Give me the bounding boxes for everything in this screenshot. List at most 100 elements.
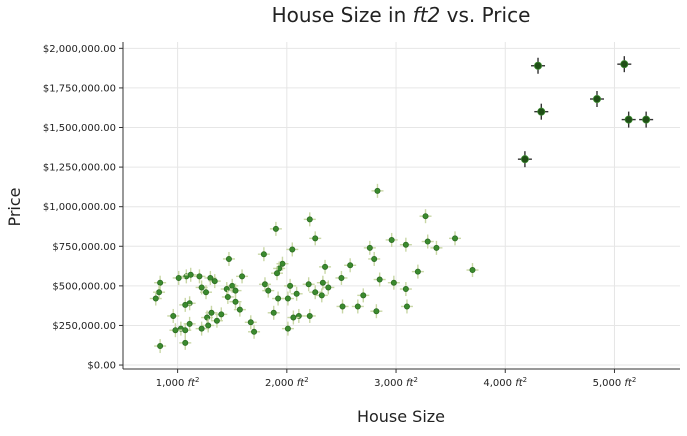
data-point-19 bbox=[257, 247, 270, 262]
data-marker bbox=[182, 327, 189, 334]
data-point-2 bbox=[589, 91, 604, 108]
data-marker bbox=[229, 282, 236, 289]
data-point-18 bbox=[286, 242, 299, 257]
data-marker bbox=[182, 339, 189, 346]
data-point-56 bbox=[149, 291, 162, 306]
data-marker bbox=[388, 236, 395, 243]
data-point-10 bbox=[269, 221, 282, 236]
data-point-63 bbox=[179, 297, 192, 312]
data-point-87 bbox=[179, 335, 192, 350]
data-marker bbox=[275, 295, 282, 302]
data-point-17 bbox=[430, 240, 443, 255]
data-point-25 bbox=[344, 258, 357, 273]
data-marker bbox=[371, 255, 378, 262]
chart-title: House Size in ft2 vs. Price bbox=[272, 3, 531, 27]
data-marker bbox=[402, 241, 409, 248]
data-point-28 bbox=[270, 266, 283, 281]
data-point-80 bbox=[202, 318, 215, 333]
data-point-1 bbox=[617, 56, 632, 73]
data-point-72 bbox=[167, 308, 180, 323]
data-marker bbox=[152, 295, 159, 302]
y-tick-label-3: $750,000.00 bbox=[52, 242, 116, 253]
data-marker bbox=[306, 312, 313, 319]
data-point-11 bbox=[309, 231, 322, 246]
data-point-60 bbox=[357, 288, 370, 303]
data-marker bbox=[338, 274, 345, 281]
data-point-3 bbox=[534, 103, 549, 120]
data-marker bbox=[534, 61, 543, 70]
data-marker bbox=[211, 278, 218, 285]
data-marker bbox=[624, 115, 633, 124]
data-marker bbox=[402, 286, 409, 293]
y-tick-label-5: $1,250,000.00 bbox=[43, 163, 116, 174]
data-marker bbox=[422, 213, 429, 220]
data-point-62 bbox=[229, 294, 242, 309]
chart-labels: House Size in ft2 vs. Price House Size P… bbox=[5, 3, 530, 426]
data-point-68 bbox=[370, 304, 383, 319]
data-marker bbox=[312, 289, 319, 296]
data-marker bbox=[424, 238, 431, 245]
data-marker bbox=[592, 95, 601, 104]
data-marker bbox=[433, 244, 440, 251]
x-tick-label-4: 5,000 ft2 bbox=[593, 376, 637, 389]
data-marker bbox=[218, 311, 225, 318]
data-marker bbox=[319, 279, 326, 286]
data-point-53 bbox=[290, 286, 303, 301]
data-marker bbox=[223, 286, 230, 293]
y-tick-label-8: $2,000,000.00 bbox=[43, 44, 116, 55]
data-point-35 bbox=[373, 272, 386, 287]
data-point-14 bbox=[399, 237, 412, 252]
data-point-27 bbox=[466, 263, 479, 278]
data-point-43 bbox=[284, 278, 297, 293]
data-point-69 bbox=[267, 305, 280, 320]
data-marker bbox=[360, 292, 367, 299]
data-marker bbox=[520, 155, 529, 164]
data-marker bbox=[157, 343, 164, 350]
data-point-76 bbox=[287, 310, 300, 325]
y-tick-label-6: $1,500,000.00 bbox=[43, 123, 116, 134]
data-marker bbox=[225, 255, 232, 262]
data-point-6 bbox=[517, 151, 532, 168]
data-point-50 bbox=[200, 285, 213, 300]
data-marker bbox=[186, 320, 193, 327]
data-marker bbox=[239, 273, 246, 280]
data-point-74 bbox=[303, 308, 316, 323]
data-marker bbox=[325, 284, 332, 291]
data-marker bbox=[261, 281, 268, 288]
data-marker bbox=[157, 279, 164, 286]
data-point-66 bbox=[233, 302, 246, 317]
data-marker bbox=[205, 322, 212, 329]
data-marker bbox=[293, 290, 300, 297]
data-marker bbox=[373, 308, 380, 315]
data-marker bbox=[187, 271, 194, 278]
y-tick-label-7: $1,750,000.00 bbox=[43, 83, 116, 94]
data-marker bbox=[203, 289, 210, 296]
data-marker bbox=[265, 287, 272, 294]
data-point-59 bbox=[281, 291, 294, 306]
data-point-55 bbox=[315, 288, 328, 303]
data-marker bbox=[247, 319, 254, 326]
data-marker bbox=[354, 303, 361, 310]
data-point-16 bbox=[363, 240, 376, 255]
data-marker bbox=[251, 328, 258, 335]
data-point-37 bbox=[172, 270, 185, 285]
data-point-70 bbox=[205, 305, 218, 320]
data-marker bbox=[312, 235, 319, 242]
data-point-42 bbox=[226, 278, 239, 293]
data-point-39 bbox=[302, 277, 315, 292]
data-marker bbox=[289, 246, 296, 253]
data-point-15 bbox=[421, 234, 434, 249]
data-marker bbox=[306, 216, 313, 223]
data-point-13 bbox=[385, 232, 398, 247]
data-point-12 bbox=[449, 231, 462, 246]
data-point-4 bbox=[621, 111, 636, 128]
x-tick-label-1: 2,000 ft2 bbox=[265, 376, 309, 389]
data-marker bbox=[347, 262, 354, 269]
data-marker bbox=[232, 298, 239, 305]
data-marker bbox=[642, 115, 651, 124]
y-tick-label-2: $500,000.00 bbox=[52, 281, 116, 292]
data-point-38 bbox=[208, 274, 221, 289]
data-marker bbox=[208, 309, 215, 316]
data-marker bbox=[390, 279, 397, 286]
data-points bbox=[149, 56, 654, 354]
